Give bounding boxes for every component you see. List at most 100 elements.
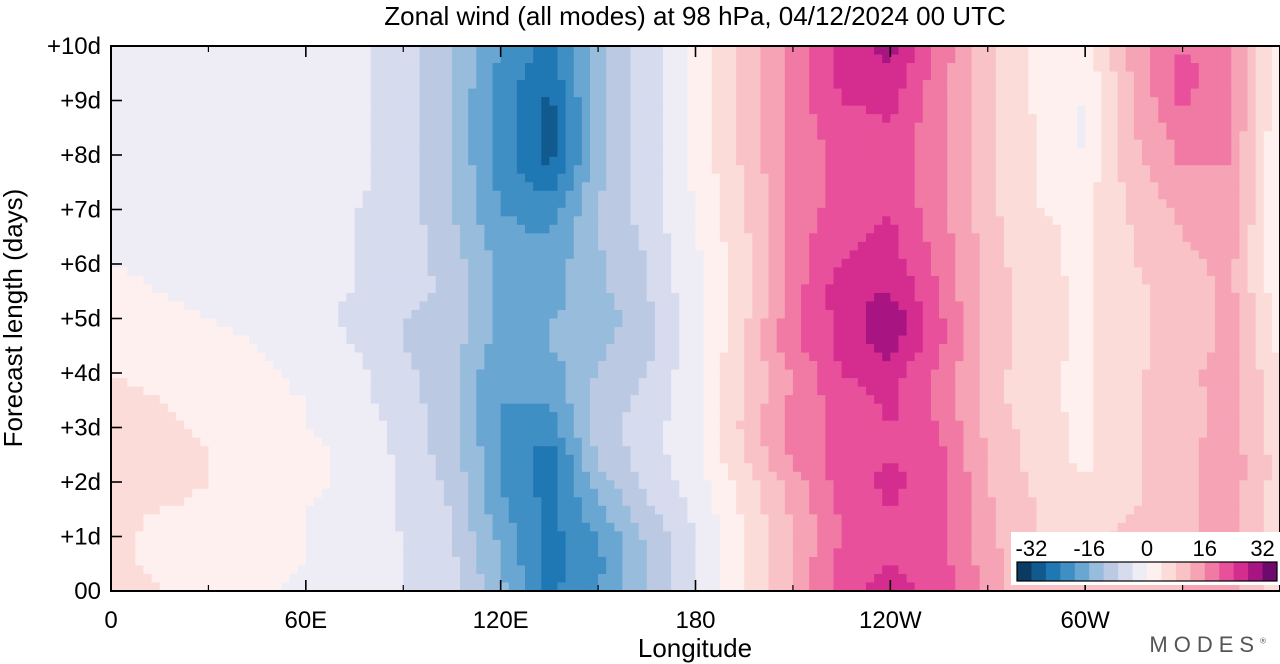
heatmap-cell [1012, 54, 1021, 64]
heatmap-cell [727, 258, 737, 269]
heatmap-cell [752, 80, 762, 90]
heatmap-cell [151, 182, 161, 192]
heatmap-cell [1101, 207, 1111, 217]
heatmap-cell [1166, 156, 1176, 166]
heatmap-cell [947, 165, 956, 175]
heatmap-cell [1158, 318, 1167, 328]
heatmap-cell [273, 216, 283, 226]
heatmap-cell [955, 131, 964, 141]
heatmap-cell [1215, 139, 1224, 149]
heatmap-cell [460, 97, 469, 107]
heatmap-cell [711, 284, 721, 294]
heatmap-cell [695, 233, 705, 243]
heatmap-cell [1003, 182, 1013, 192]
heatmap-cell [281, 233, 291, 243]
heatmap-cell [646, 233, 656, 243]
heatmap-cell [1263, 224, 1273, 234]
heatmap-cell [533, 63, 542, 73]
heatmap-cell [395, 88, 404, 98]
heatmap-cell [703, 207, 713, 217]
heatmap-cell [354, 97, 364, 107]
heatmap-cell [427, 327, 437, 337]
heatmap-cell [825, 131, 835, 141]
heatmap-cell [695, 156, 705, 166]
heatmap-cell [906, 105, 916, 115]
heatmap-cell [1141, 131, 1151, 141]
heatmap-cell [443, 114, 453, 124]
heatmap-cell [784, 335, 794, 345]
heatmap-cell [865, 46, 875, 56]
heatmap-cell [143, 241, 153, 251]
heatmap-cell [744, 71, 753, 81]
heatmap-cell [598, 88, 607, 98]
heatmap-cell [1133, 318, 1143, 328]
heatmap-cell [622, 327, 632, 337]
heatmap-cell [1231, 207, 1241, 217]
heatmap-cell [776, 199, 786, 209]
heatmap-cell [265, 173, 274, 183]
heatmap-cell [184, 318, 193, 328]
heatmap-cell [1182, 207, 1192, 217]
heatmap-cell [265, 71, 274, 81]
heatmap-cell [833, 54, 843, 64]
heatmap-cell [1247, 148, 1257, 158]
heatmap-cell [1255, 309, 1265, 320]
heatmap-cell [111, 88, 120, 98]
heatmap-cell [792, 258, 802, 269]
heatmap-cell [111, 63, 120, 73]
heatmap-cell [922, 250, 932, 260]
heatmap-cell [443, 46, 453, 56]
heatmap-cell [638, 292, 648, 303]
heatmap-cell [1141, 105, 1151, 115]
heatmap-cell [468, 335, 477, 345]
heatmap-cell [890, 258, 900, 269]
heatmap-cell [598, 190, 607, 200]
heatmap-cell [589, 165, 599, 175]
heatmap-cell [111, 148, 120, 158]
heatmap-cell [1044, 190, 1054, 200]
heatmap-cell [305, 131, 315, 141]
heatmap-cell [427, 258, 437, 269]
heatmap-cell [395, 173, 404, 183]
heatmap-cell [1101, 216, 1111, 226]
heatmap-cell [1044, 284, 1054, 294]
heatmap-cell [111, 71, 120, 81]
heatmap-cell [1060, 156, 1070, 166]
heatmap-cell [1271, 97, 1280, 107]
heatmap-cell [419, 309, 429, 320]
heatmap-cell [135, 165, 145, 175]
heatmap-cell [1060, 80, 1070, 90]
heatmap-cell [841, 105, 851, 115]
heatmap-cell [711, 63, 721, 73]
heatmap-cell [744, 224, 753, 234]
heatmap-cell [906, 292, 916, 303]
heatmap-cell [492, 54, 502, 64]
heatmap-cell [1174, 80, 1184, 90]
heatmap-cell [541, 54, 550, 64]
heatmap-cell [598, 301, 607, 311]
heatmap-cell [874, 207, 883, 217]
heatmap-cell [614, 131, 624, 141]
heatmap-cell [265, 190, 274, 200]
heatmap-cell [289, 216, 299, 226]
heatmap-cell [630, 199, 640, 209]
heatmap-cell [1166, 71, 1176, 81]
heatmap-cell [1158, 156, 1167, 166]
heatmap-cell [240, 241, 250, 251]
heatmap-cell [801, 309, 810, 320]
heatmap-cell [638, 182, 648, 192]
heatmap-cell [833, 80, 843, 90]
heatmap-cell [695, 97, 705, 107]
heatmap-cell [273, 233, 283, 243]
heatmap-cell [922, 267, 932, 277]
heatmap-cell [175, 267, 185, 277]
heatmap-cell [1012, 165, 1021, 175]
heatmap-cell [1060, 165, 1070, 175]
heatmap-cell [111, 173, 120, 183]
heatmap-cell [1239, 275, 1249, 286]
heatmap-cell [1271, 63, 1280, 73]
heatmap-cell [768, 318, 778, 328]
heatmap-cell [533, 301, 542, 311]
heatmap-cell [119, 173, 128, 183]
heatmap-cell [460, 233, 469, 243]
